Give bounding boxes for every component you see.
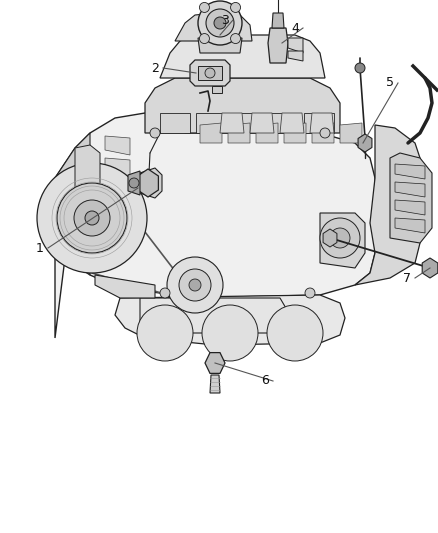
Circle shape xyxy=(214,17,226,29)
Text: 1: 1 xyxy=(36,241,44,254)
Polygon shape xyxy=(55,113,375,338)
Polygon shape xyxy=(395,182,425,197)
Circle shape xyxy=(198,1,242,45)
Polygon shape xyxy=(105,180,130,199)
Polygon shape xyxy=(422,258,438,278)
Polygon shape xyxy=(228,123,250,143)
Polygon shape xyxy=(312,123,334,143)
Circle shape xyxy=(189,279,201,291)
Polygon shape xyxy=(198,38,242,53)
Polygon shape xyxy=(196,113,226,133)
Polygon shape xyxy=(395,200,425,215)
Circle shape xyxy=(199,34,209,44)
Circle shape xyxy=(129,178,139,188)
Polygon shape xyxy=(55,133,90,275)
Polygon shape xyxy=(310,113,334,133)
Polygon shape xyxy=(105,136,130,155)
Polygon shape xyxy=(128,171,140,195)
Polygon shape xyxy=(190,60,230,86)
Polygon shape xyxy=(304,113,334,133)
Text: 4: 4 xyxy=(291,21,299,35)
Circle shape xyxy=(167,257,223,313)
Circle shape xyxy=(205,68,215,78)
Polygon shape xyxy=(140,298,290,333)
Polygon shape xyxy=(288,51,303,61)
Polygon shape xyxy=(250,113,274,133)
Polygon shape xyxy=(140,168,162,198)
Polygon shape xyxy=(212,86,222,93)
Circle shape xyxy=(37,163,147,273)
Polygon shape xyxy=(395,164,425,179)
Circle shape xyxy=(355,63,365,73)
Circle shape xyxy=(305,288,315,298)
Polygon shape xyxy=(105,202,130,221)
Circle shape xyxy=(179,269,211,301)
Polygon shape xyxy=(390,153,432,243)
Polygon shape xyxy=(288,38,303,53)
Polygon shape xyxy=(358,134,372,152)
Polygon shape xyxy=(232,113,262,133)
Polygon shape xyxy=(268,113,298,133)
Polygon shape xyxy=(395,218,425,233)
Polygon shape xyxy=(355,125,425,285)
Polygon shape xyxy=(160,35,325,78)
Polygon shape xyxy=(138,169,159,197)
Polygon shape xyxy=(323,229,337,247)
Text: 2: 2 xyxy=(151,61,159,75)
Circle shape xyxy=(230,3,240,12)
Polygon shape xyxy=(160,113,190,133)
Circle shape xyxy=(267,305,323,361)
Circle shape xyxy=(320,218,360,258)
Polygon shape xyxy=(175,13,252,41)
Polygon shape xyxy=(256,123,278,143)
Circle shape xyxy=(85,211,99,225)
Polygon shape xyxy=(220,113,244,133)
Polygon shape xyxy=(205,353,225,374)
Polygon shape xyxy=(340,123,362,143)
Polygon shape xyxy=(105,158,130,177)
Circle shape xyxy=(137,305,193,361)
Polygon shape xyxy=(145,78,340,133)
Polygon shape xyxy=(95,275,155,298)
Polygon shape xyxy=(105,224,130,243)
Circle shape xyxy=(230,34,240,44)
Circle shape xyxy=(320,128,330,138)
Circle shape xyxy=(202,305,258,361)
Circle shape xyxy=(57,183,127,253)
Circle shape xyxy=(74,200,110,236)
Polygon shape xyxy=(268,28,288,63)
Circle shape xyxy=(206,9,234,37)
Polygon shape xyxy=(284,123,306,143)
Circle shape xyxy=(150,128,160,138)
Text: 6: 6 xyxy=(261,375,269,387)
Text: 5: 5 xyxy=(386,77,394,90)
Polygon shape xyxy=(272,13,284,28)
Circle shape xyxy=(160,288,170,298)
Text: 3: 3 xyxy=(221,13,229,27)
Polygon shape xyxy=(200,123,222,143)
Polygon shape xyxy=(198,66,222,80)
Polygon shape xyxy=(75,145,100,198)
Circle shape xyxy=(199,3,209,12)
Text: 7: 7 xyxy=(403,271,411,285)
Polygon shape xyxy=(320,213,365,268)
Polygon shape xyxy=(280,113,304,133)
Polygon shape xyxy=(210,375,220,393)
Circle shape xyxy=(330,228,350,248)
Polygon shape xyxy=(115,295,345,345)
